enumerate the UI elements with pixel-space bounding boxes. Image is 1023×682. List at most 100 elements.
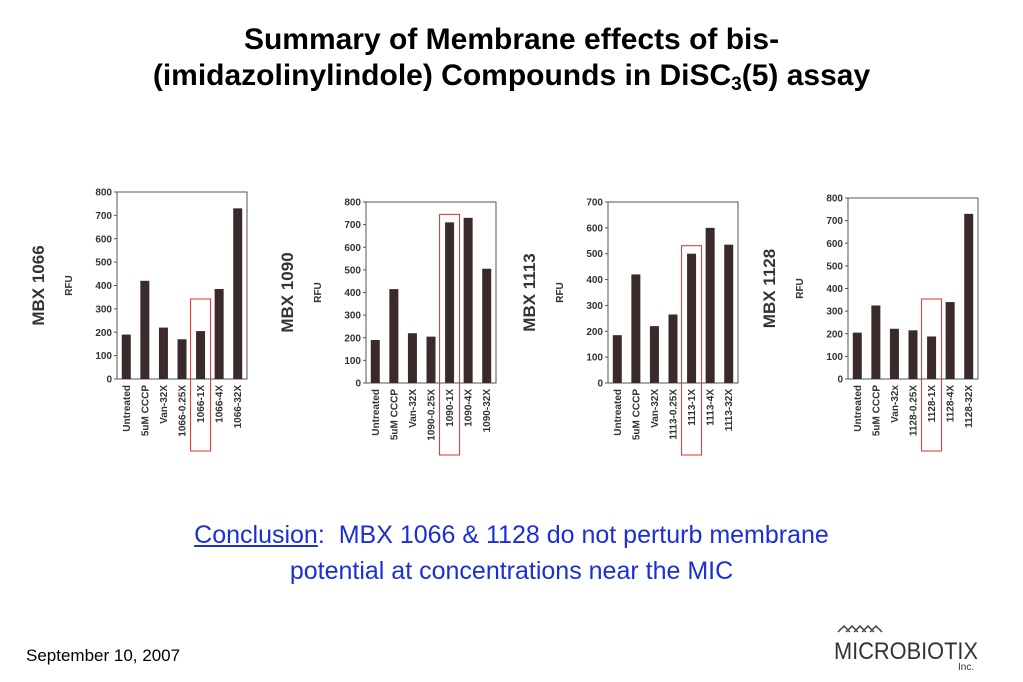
bar	[445, 222, 455, 383]
bar	[407, 333, 417, 383]
x-tick-label: Van-32x	[890, 385, 901, 423]
x-tick-label: Untreated	[122, 385, 133, 432]
highlight-box	[439, 213, 461, 456]
x-tick-label: Untreated	[853, 385, 864, 432]
x-tick-label: 5uM CCCP	[389, 389, 400, 440]
y-tick-label: 800	[95, 188, 112, 199]
y-tick-label: 700	[95, 211, 112, 222]
y-tick-label: 200	[95, 328, 112, 339]
y-tick-label: 400	[344, 288, 361, 299]
y-tick-label: 500	[586, 249, 603, 260]
y-tick-label: 800	[826, 194, 843, 205]
logo-wordmark: MICROBIOTIX	[834, 638, 978, 665]
footer-date: September 10, 2007	[26, 646, 181, 665]
chart-mbx-1113: MBX 1113 RFU 0 100 200 300 400 500 600 700 Untreat…	[513, 180, 763, 480]
x-tick-label: 1128-1X	[927, 385, 938, 423]
bar	[389, 289, 399, 383]
title-line-2-main: (imidazolinylindole) Compounds in DiSC	[152, 59, 732, 92]
y-axis-label: RFU	[795, 278, 806, 299]
y-tick-label: 800	[344, 198, 361, 209]
y-tick-label: 0	[355, 379, 361, 390]
y-tick-label: 200	[344, 333, 361, 344]
x-tick-label: 1066-0.25X	[178, 385, 189, 437]
x-tick-label: Untreated	[371, 389, 382, 436]
bar	[687, 253, 697, 383]
title-line-2-end: (5) assay	[741, 59, 871, 92]
bar	[233, 208, 243, 379]
x-tick-label: 1090-32X	[482, 389, 493, 433]
bar	[871, 305, 881, 379]
bar	[889, 328, 899, 379]
x-tick-label: 1113-4X	[706, 389, 717, 426]
bar	[649, 326, 659, 383]
y-tick-label: 700	[344, 220, 361, 231]
bar	[852, 332, 862, 379]
y-tick-label: 400	[826, 284, 843, 295]
bar	[177, 339, 187, 379]
y-tick-label: 400	[586, 275, 603, 286]
y-axis-label: RFU	[313, 282, 324, 303]
x-tick-label: Untreated	[613, 389, 624, 436]
y-tick-label: 300	[826, 307, 843, 318]
bar	[121, 334, 131, 379]
microbiotix-logo: MICROBIOTIX Inc.	[832, 624, 982, 673]
highlight-box	[190, 298, 212, 452]
y-tick-label: 100	[344, 356, 361, 367]
bar	[463, 217, 473, 383]
title-line-2: (imidazolinylindole) Compounds in DiSC3(…	[0, 58, 1023, 94]
y-tick-label: 200	[586, 327, 603, 338]
y-tick-label: 300	[586, 301, 603, 312]
title-line-1: Summary of Membrane effects of bis-	[243, 23, 780, 56]
conclusion-label: Conclusion	[194, 521, 318, 549]
chart-title: MBX 1128	[760, 249, 779, 328]
x-tick-label: Van-32X	[408, 389, 419, 428]
y-tick-label: 600	[344, 243, 361, 254]
x-tick-label: 1113-32X	[724, 389, 735, 432]
bar	[482, 268, 492, 383]
bar	[668, 314, 678, 383]
chart-mbx-1066: MBX 1066 RFU 0 100 200 300 400 500 600 700 800 Untr…	[22, 180, 272, 480]
bar	[705, 227, 715, 383]
y-tick-label: 500	[344, 265, 361, 276]
y-tick-label: 300	[95, 304, 112, 315]
logo-mark-icon	[837, 624, 883, 633]
bar-chart-svg: MBX 1090 RFU 0 100 200 300 400 500 600 700 800 Untr…	[278, 198, 497, 456]
bar	[158, 327, 168, 379]
y-tick-label: 100	[586, 353, 603, 364]
x-tick-label: 1113-0.25X	[669, 389, 680, 440]
bar	[724, 244, 734, 383]
x-tick-label: 5uM CCCP	[631, 389, 642, 440]
chart-mbx-1128: MBX 1128 RFU 0 100 200 300 400 500 600 700 800 Untr…	[753, 180, 1003, 480]
chart-title: MBX 1066	[29, 245, 48, 325]
y-tick-label: 600	[826, 239, 843, 250]
y-tick-label: 500	[95, 258, 112, 269]
x-tick-label: 1090-1X	[445, 389, 456, 427]
bar	[140, 280, 150, 379]
x-tick-label: 1066-4X	[215, 385, 226, 423]
x-tick-label: 1128-4X	[946, 385, 957, 423]
x-tick-label: 1090-4X	[464, 389, 475, 427]
x-tick-label: 1128-0.25X	[909, 385, 920, 436]
y-axis-label: RFU	[555, 282, 566, 303]
x-tick-label: 1066-1X	[196, 385, 207, 423]
y-tick-label: 700	[586, 198, 603, 209]
x-tick-label: 5uM CCCP	[140, 385, 151, 436]
bar	[908, 330, 918, 379]
x-tick-label: 1066-32X	[233, 385, 244, 429]
title-subscript: 3	[731, 74, 742, 95]
bar	[214, 289, 224, 379]
conclusion-text-1: MBX 1066 & 1128 do not perturb membrane	[338, 521, 829, 549]
y-tick-label: 700	[826, 216, 843, 227]
x-tick-label: 5uM CCCP	[871, 385, 882, 436]
y-tick-label: 300	[344, 311, 361, 322]
conclusion-line-1: Conclusion: MBX 1066 & 1128 do not pertu…	[0, 517, 1023, 553]
bar	[964, 213, 974, 379]
bar	[945, 302, 955, 379]
y-tick-label: 500	[826, 261, 843, 272]
conclusion-text-2: potential at concentrations near the MIC	[289, 557, 734, 585]
x-tick-label: 1090-0.25X	[427, 389, 438, 441]
y-axis-label: RFU	[64, 275, 75, 296]
conclusion-separator: :	[317, 521, 325, 549]
y-tick-label: 0	[837, 375, 843, 386]
y-tick-label: 400	[95, 281, 112, 292]
